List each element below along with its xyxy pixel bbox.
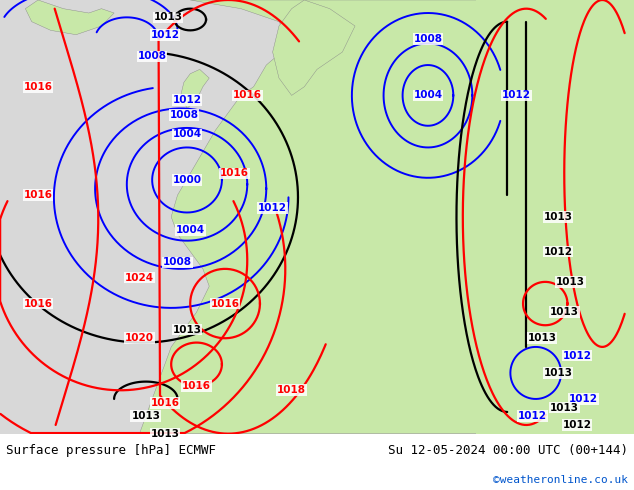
Text: 1018: 1018 bbox=[277, 385, 306, 395]
Text: 1016: 1016 bbox=[182, 381, 211, 391]
Text: 1008: 1008 bbox=[413, 34, 443, 44]
Text: 1016: 1016 bbox=[23, 82, 53, 92]
Text: 1013: 1013 bbox=[550, 403, 579, 413]
Text: 1013: 1013 bbox=[131, 411, 160, 421]
Text: 1016: 1016 bbox=[220, 169, 249, 178]
Text: 1012: 1012 bbox=[518, 411, 547, 421]
Text: Surface pressure [hPa] ECMWF: Surface pressure [hPa] ECMWF bbox=[6, 444, 216, 457]
Text: 1013: 1013 bbox=[172, 324, 202, 335]
Text: ©weatheronline.co.uk: ©weatheronline.co.uk bbox=[493, 475, 628, 485]
Text: 1012: 1012 bbox=[258, 203, 287, 213]
Text: 1024: 1024 bbox=[125, 272, 154, 283]
Text: 1012: 1012 bbox=[502, 90, 531, 100]
Text: 1000: 1000 bbox=[172, 175, 202, 185]
Text: Su 12-05-2024 00:00 UTC (00+144): Su 12-05-2024 00:00 UTC (00+144) bbox=[387, 444, 628, 457]
Text: 1013: 1013 bbox=[550, 307, 579, 317]
Text: 1020: 1020 bbox=[125, 333, 154, 343]
Text: 1004: 1004 bbox=[413, 90, 443, 100]
Text: 1016: 1016 bbox=[150, 398, 179, 408]
Text: 1008: 1008 bbox=[138, 51, 167, 61]
Text: 1012: 1012 bbox=[150, 30, 179, 40]
Text: 1012: 1012 bbox=[569, 394, 598, 404]
Text: 1016: 1016 bbox=[23, 190, 53, 200]
Polygon shape bbox=[25, 0, 114, 35]
Text: 1013: 1013 bbox=[150, 429, 179, 439]
Polygon shape bbox=[273, 0, 355, 96]
Text: 1012: 1012 bbox=[543, 246, 573, 257]
Text: 1013: 1013 bbox=[556, 277, 585, 287]
Bar bbox=[476, 0, 634, 434]
Text: 1008: 1008 bbox=[163, 257, 192, 268]
Polygon shape bbox=[139, 0, 634, 434]
Text: 1016: 1016 bbox=[210, 298, 240, 309]
Polygon shape bbox=[181, 70, 209, 108]
Text: 1013: 1013 bbox=[527, 333, 557, 343]
Text: 1012: 1012 bbox=[562, 420, 592, 430]
Text: 1008: 1008 bbox=[169, 110, 198, 120]
Text: 1004: 1004 bbox=[176, 225, 205, 235]
Text: 1016: 1016 bbox=[23, 298, 53, 309]
Text: 1013: 1013 bbox=[153, 12, 183, 23]
Text: 1013: 1013 bbox=[543, 212, 573, 222]
Text: 1004: 1004 bbox=[172, 129, 202, 140]
Text: 1016: 1016 bbox=[233, 90, 262, 100]
Text: 1012: 1012 bbox=[562, 350, 592, 361]
Text: 1012: 1012 bbox=[172, 95, 202, 105]
Text: 1013: 1013 bbox=[543, 368, 573, 378]
